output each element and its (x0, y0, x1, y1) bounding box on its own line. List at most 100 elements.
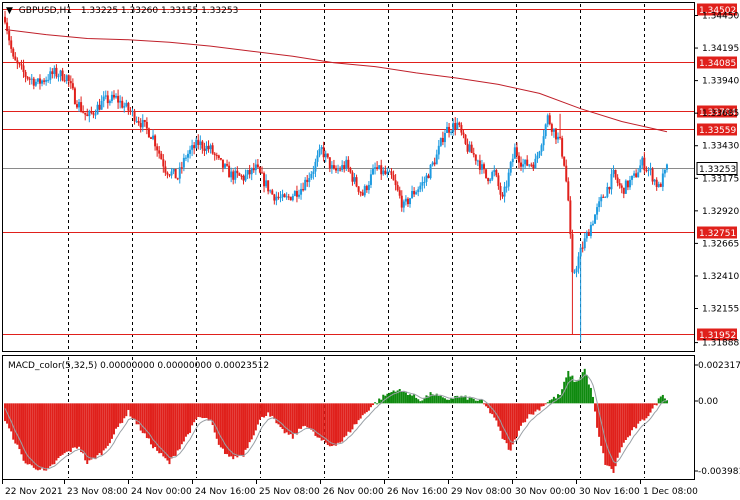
candle-body (637, 172, 640, 178)
macd-bar (106, 403, 109, 446)
price-label-5: 1.33175 (702, 174, 739, 184)
macd-bar (633, 403, 636, 428)
candle-body (273, 194, 276, 201)
candle-body (567, 181, 570, 201)
macd-bar (291, 403, 294, 439)
macd-bar (115, 403, 118, 429)
macd-bar (413, 394, 416, 404)
macd-bar (271, 403, 274, 416)
candle-body (8, 30, 11, 41)
candle-body (657, 183, 660, 187)
candle-body (41, 80, 44, 84)
macd-bar (497, 403, 500, 427)
candle-body (12, 48, 15, 57)
candle-body (565, 165, 568, 182)
macd-bar (585, 374, 588, 404)
macd-bar (485, 403, 488, 407)
candle-body (69, 81, 72, 84)
candle-body (295, 191, 298, 197)
candle-body (587, 232, 590, 236)
macd-bar (186, 403, 189, 435)
candle-body (374, 167, 377, 169)
macd-bar (351, 403, 354, 430)
candle-body (602, 196, 605, 198)
candle-body (86, 114, 89, 117)
macd-bar (653, 403, 656, 405)
macd-bar (647, 403, 650, 417)
candle-body (300, 188, 303, 195)
macd-bar (622, 403, 625, 443)
macd-bar (515, 403, 518, 437)
macd-panel-border (2, 355, 695, 480)
symbol-title: GBPUSD,H1 (19, 6, 72, 16)
macd-bar (626, 403, 629, 438)
candle-body (219, 157, 222, 160)
candle-body (98, 104, 101, 110)
candle-body (131, 110, 134, 112)
candle-body (499, 186, 502, 195)
candle-body (542, 136, 545, 146)
candle-body (137, 121, 140, 124)
macd-bar (361, 403, 364, 416)
candle-body (152, 135, 155, 139)
candle-body (363, 186, 366, 196)
time-label-3: 24 Nov 16:00 (195, 487, 256, 497)
candle-body (478, 160, 481, 170)
candle-body (468, 144, 471, 152)
macd-bar (478, 399, 481, 404)
macd-bar (269, 403, 272, 417)
candle-body (73, 88, 76, 105)
macd-bar (398, 388, 401, 404)
candle-body (267, 180, 270, 192)
level-label-3: 1.33559 (699, 126, 736, 136)
price-label-3: 1.33685 (702, 109, 739, 119)
candle-body (419, 185, 422, 190)
level-tag-0 (697, 3, 737, 16)
macd-bar (472, 398, 475, 404)
candle-body (287, 196, 290, 198)
candle-body (579, 247, 582, 257)
macd-bar (16, 403, 19, 445)
candle-body (517, 155, 520, 163)
candle-body (631, 175, 634, 180)
macd-bar (26, 403, 29, 465)
macd-bar (61, 403, 64, 455)
macd-bar (540, 403, 543, 407)
candle-body (429, 164, 432, 179)
candle-body (583, 238, 586, 249)
candle-body (104, 95, 107, 97)
macd-bar (49, 403, 52, 467)
candle-body (359, 191, 362, 193)
macd-bar (513, 403, 516, 440)
macd-bar (429, 392, 432, 404)
candle-body (435, 154, 438, 165)
candle-body (641, 157, 644, 166)
macd-bar (600, 403, 603, 446)
candle-body (361, 192, 364, 196)
macd-bar (123, 403, 126, 419)
macd-bar (396, 390, 399, 404)
horizontal-levels[interactable]: 1.34502 1.34085 1.33704 1.33559 1.32751 1.319… (3, 3, 738, 342)
candle-body (84, 112, 87, 115)
macd-header: MACD_color(5,32,5) 0.00000000 0.00000000… (8, 361, 269, 371)
macd-bar (289, 403, 292, 435)
macd-bar (565, 377, 568, 404)
candle-body (250, 168, 253, 175)
macd-label-1: 0.00 (698, 397, 718, 407)
candle-body (304, 179, 307, 191)
macd-bar (602, 403, 605, 454)
candle-body (491, 172, 494, 180)
candle-body (263, 173, 266, 187)
dropdown-arrow-icon[interactable]: ▼ (6, 6, 13, 16)
candle-body (557, 136, 560, 140)
macd-bar (476, 400, 479, 404)
candle-body (133, 110, 136, 122)
candle-body (450, 131, 453, 133)
candle-body (326, 153, 329, 158)
macd-bar (532, 403, 535, 415)
candle-body (345, 159, 348, 169)
macd-bar (223, 403, 226, 454)
candle-body (653, 179, 656, 182)
